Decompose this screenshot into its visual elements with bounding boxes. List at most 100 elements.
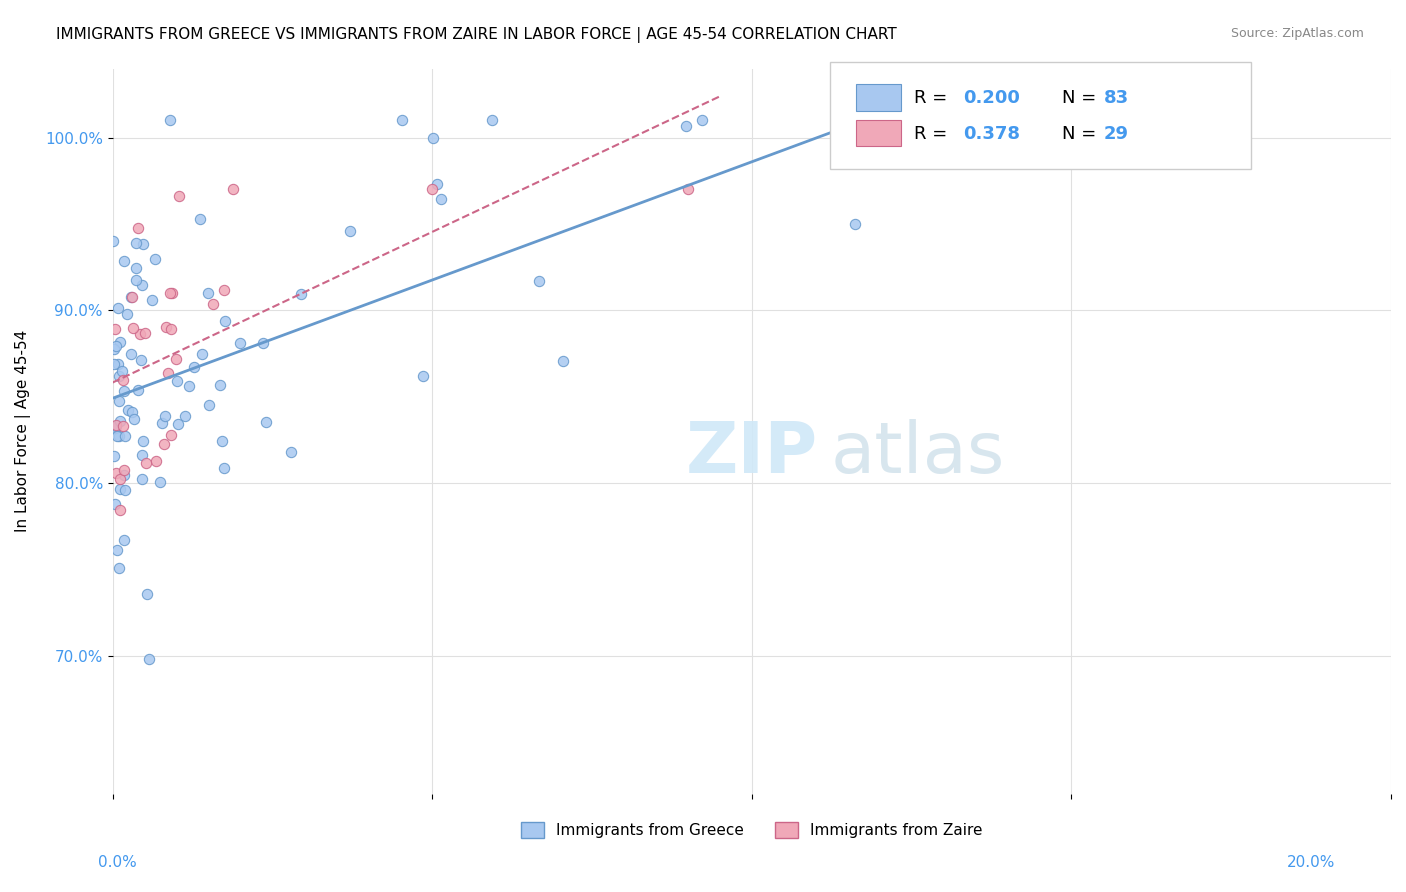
Point — [121, 405, 143, 419]
Point — [108, 393, 131, 408]
Point — [339, 224, 361, 238]
Point — [214, 314, 236, 328]
Point — [173, 409, 195, 423]
Point — [135, 456, 157, 470]
Point — [527, 274, 550, 288]
Point — [212, 460, 235, 475]
Point — [112, 463, 135, 477]
Point — [104, 466, 127, 480]
Point — [138, 651, 160, 665]
Text: IMMIGRANTS FROM GREECE VS IMMIGRANTS FROM ZAIRE IN LABOR FORCE | AGE 45-54 CORRE: IMMIGRANTS FROM GREECE VS IMMIGRANTS FRO… — [56, 27, 897, 43]
Point — [108, 428, 131, 442]
Point — [166, 375, 188, 389]
Point — [104, 321, 127, 335]
Point — [120, 347, 142, 361]
Point — [103, 497, 125, 511]
Point — [131, 448, 153, 462]
Point — [136, 587, 159, 601]
Point — [412, 369, 434, 384]
Point — [167, 189, 190, 203]
Point — [115, 307, 138, 321]
Point — [252, 336, 274, 351]
Point — [551, 354, 574, 368]
Point — [132, 434, 155, 449]
Point — [114, 429, 136, 443]
Point — [254, 415, 277, 429]
Point — [150, 416, 173, 430]
Point — [981, 113, 1004, 128]
Point — [692, 113, 714, 128]
Text: 0.200: 0.200 — [963, 89, 1019, 107]
Point — [280, 444, 302, 458]
Point — [675, 119, 697, 133]
Point — [211, 434, 233, 448]
Point — [165, 351, 187, 366]
Point — [103, 235, 125, 249]
Point — [110, 483, 132, 497]
Point — [125, 235, 148, 250]
Point — [127, 221, 149, 235]
Text: ZIP: ZIP — [686, 418, 818, 488]
Point — [221, 182, 243, 196]
Point — [212, 283, 235, 297]
Point — [110, 503, 132, 517]
Point — [103, 357, 125, 371]
Point — [290, 286, 312, 301]
Point — [167, 417, 190, 432]
Point — [155, 320, 177, 334]
Point — [125, 261, 148, 276]
Point — [159, 321, 181, 335]
Point — [112, 533, 135, 547]
Y-axis label: In Labor Force | Age 45-54: In Labor Force | Age 45-54 — [15, 330, 31, 533]
Point — [104, 418, 127, 433]
Point — [152, 437, 174, 451]
Point — [155, 409, 177, 423]
Point — [122, 321, 145, 335]
Point — [120, 289, 142, 303]
Point — [103, 343, 125, 357]
Point — [179, 379, 201, 393]
Point — [108, 414, 131, 428]
Text: N =: N = — [1062, 89, 1101, 107]
Point — [117, 402, 139, 417]
Point — [676, 182, 699, 196]
Point — [104, 339, 127, 353]
Point — [391, 113, 413, 128]
Point — [103, 449, 125, 463]
Point — [134, 326, 156, 340]
Point — [105, 429, 128, 443]
Text: 0.378: 0.378 — [963, 125, 1021, 143]
Text: Source: ZipAtlas.com: Source: ZipAtlas.com — [1230, 27, 1364, 40]
Point — [108, 472, 131, 486]
Point — [124, 412, 146, 426]
Point — [107, 369, 129, 384]
Text: R =: R = — [914, 125, 953, 143]
Point — [143, 252, 166, 267]
Point — [131, 278, 153, 293]
Point — [201, 297, 224, 311]
Point — [107, 301, 129, 316]
Point — [112, 373, 135, 387]
Point — [104, 421, 127, 435]
Point — [108, 561, 131, 575]
Point — [159, 427, 181, 442]
Point — [229, 335, 252, 350]
Point — [904, 113, 927, 128]
Point — [430, 192, 453, 206]
Point — [129, 352, 152, 367]
Point — [145, 454, 167, 468]
Text: 20.0%: 20.0% — [1288, 855, 1336, 870]
Text: N =: N = — [1062, 125, 1101, 143]
Point — [198, 398, 221, 412]
Point — [127, 383, 149, 397]
Point — [844, 217, 866, 231]
Text: atlas: atlas — [831, 418, 1005, 488]
Point — [209, 377, 232, 392]
Point — [426, 177, 449, 191]
Legend: Immigrants from Greece, Immigrants from Zaire: Immigrants from Greece, Immigrants from … — [515, 816, 988, 845]
Text: 83: 83 — [1104, 89, 1129, 107]
Point — [105, 417, 128, 432]
Point — [157, 366, 180, 380]
Text: 0.0%: 0.0% — [98, 855, 138, 870]
Point — [190, 212, 212, 227]
